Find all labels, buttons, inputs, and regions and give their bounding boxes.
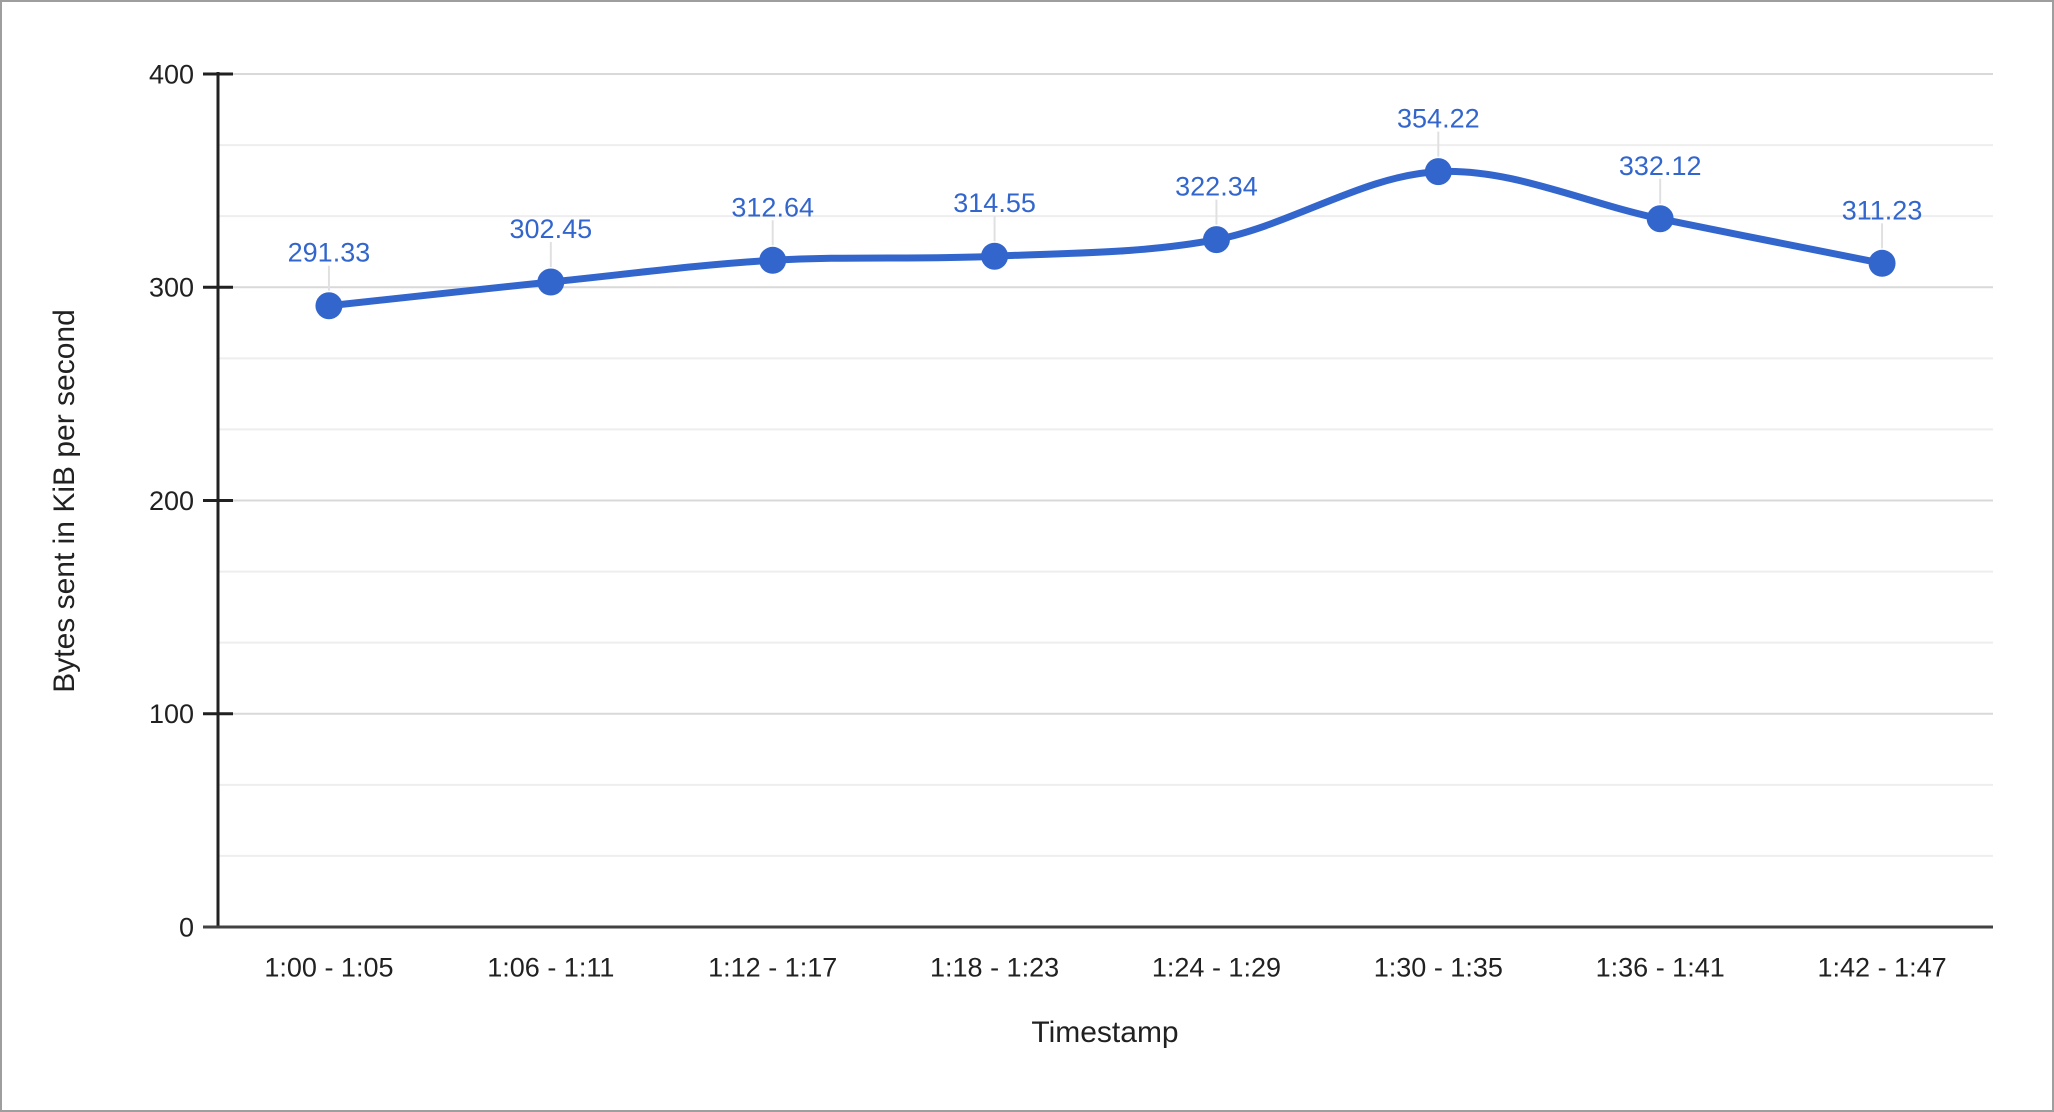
x-tick-label: 1:00 - 1:05 — [264, 952, 393, 982]
x-tick-label: 1:12 - 1:17 — [708, 952, 837, 982]
x-tick-label: 1:36 - 1:41 — [1596, 952, 1725, 982]
data-point-marker[interactable] — [1424, 158, 1452, 186]
y-tick-label: 400 — [149, 59, 194, 89]
data-point-label: 332.12 — [1619, 151, 1702, 181]
major-gridlines — [218, 73, 1993, 715]
series-line — [325, 167, 1886, 310]
y-tick-label: 200 — [149, 486, 194, 516]
minor-gridlines — [218, 144, 1993, 857]
data-point-label: 291.33 — [288, 238, 371, 268]
x-tick-label: 1:30 - 1:35 — [1374, 952, 1503, 982]
y-tick-label: 0 — [179, 912, 194, 942]
data-point-marker[interactable] — [315, 292, 343, 320]
x-axis-tick-labels: 1:00 - 1:05 1:06 - 1:11 1:12 - 1:17 1:18 - … — [264, 952, 1946, 982]
data-point-label: 354.22 — [1397, 104, 1480, 134]
data-point-marker[interactable] — [1202, 226, 1230, 254]
data-point-marker[interactable] — [1646, 205, 1674, 233]
data-point-label: 314.55 — [953, 188, 1036, 218]
data-label-leader-lines — [327, 131, 1884, 291]
y-axis-title: Bytes sent in KiB per second — [48, 309, 81, 693]
x-tick-label: 1:06 - 1:11 — [487, 952, 614, 982]
data-point-marker[interactable] — [1868, 249, 1896, 277]
x-axis-title: Timestamp — [1031, 1016, 1178, 1049]
data-point-marker[interactable] — [981, 242, 1009, 270]
x-tick-label: 1:24 - 1:29 — [1152, 952, 1281, 982]
data-point-marker[interactable] — [537, 268, 565, 296]
data-point-label: 311.23 — [1842, 195, 1923, 225]
y-tick-label: 300 — [149, 273, 194, 303]
data-point-markers — [315, 158, 1896, 320]
data-point-label: 312.64 — [731, 192, 814, 222]
data-point-label: 322.34 — [1175, 172, 1258, 202]
data-point-labels: 291.33 302.45 312.64 314.55 322.34 354.22 332.… — [288, 104, 1923, 268]
series-path — [325, 167, 1886, 310]
y-axis-ticks — [203, 72, 233, 716]
data-point-marker[interactable] — [759, 246, 787, 274]
x-tick-label: 1:18 - 1:23 — [930, 952, 1059, 982]
y-tick-label: 100 — [149, 699, 194, 729]
data-point-label: 302.45 — [510, 214, 593, 244]
y-axis-tick-labels: 0 100 200 300 400 — [149, 59, 194, 942]
x-tick-label: 1:42 - 1:47 — [1818, 952, 1947, 982]
